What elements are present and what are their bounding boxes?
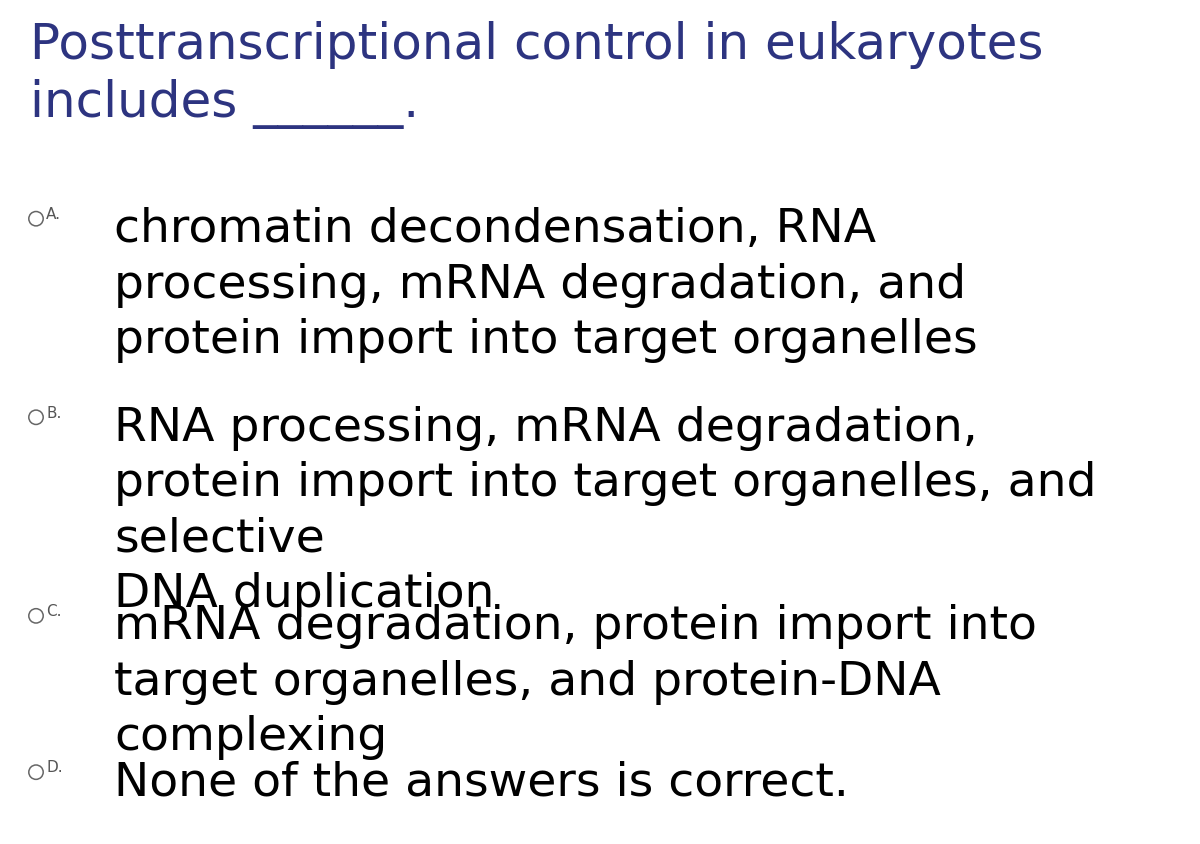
Text: C.: C. [46,603,61,619]
Text: chromatin decondensation, RNA
processing, mRNA degradation, and
protein import i: chromatin decondensation, RNA processing… [114,207,978,363]
Text: RNA processing, mRNA degradation,
protein import into target organelles, and
sel: RNA processing, mRNA degradation, protei… [114,405,1097,616]
Text: B.: B. [46,405,61,420]
Text: None of the answers is correct.: None of the answers is correct. [114,760,848,804]
Text: mRNA degradation, protein import into
target organelles, and protein-DNA
complex: mRNA degradation, protein import into ta… [114,603,1037,760]
Text: A.: A. [46,207,61,222]
Text: Posttranscriptional control in eukaryotes
includes ______.: Posttranscriptional control in eukaryote… [30,21,1044,128]
Text: D.: D. [46,760,62,775]
